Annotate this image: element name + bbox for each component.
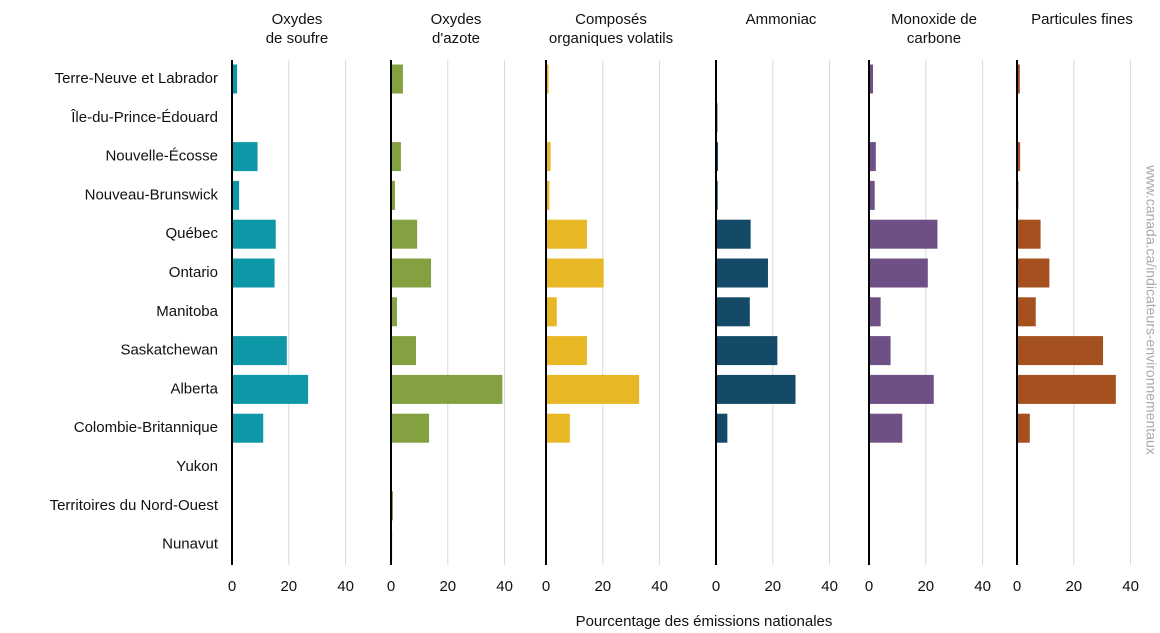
- source: www.canada.ca/indicateurs-environnementa…: [1143, 164, 1159, 455]
- x-tick-label: 40: [496, 578, 513, 595]
- x-tick-label: 0: [387, 578, 395, 595]
- bar: [232, 374, 309, 404]
- panel-title: Ammoniac: [745, 11, 817, 28]
- category-label: Territoires du Nord-Ouest: [50, 497, 219, 514]
- bar: [716, 413, 728, 443]
- bar: [1017, 297, 1036, 327]
- bar: [1017, 413, 1030, 443]
- bar: [716, 297, 750, 327]
- bar: [869, 413, 903, 443]
- category-label: Yukon: [176, 458, 218, 475]
- bar: [232, 180, 240, 210]
- x-tick-label: 0: [542, 578, 550, 595]
- category-label: Alberta: [170, 380, 218, 397]
- x-tick-label: 20: [594, 578, 611, 595]
- bar: [232, 142, 258, 172]
- bar: [546, 374, 640, 404]
- bar: [391, 219, 418, 249]
- bar: [391, 180, 395, 210]
- category-label: Colombie-Britannique: [74, 419, 218, 436]
- category-label: Terre-Neuve et Labrador: [55, 70, 218, 87]
- bar: [1017, 258, 1050, 288]
- bar: [232, 336, 287, 366]
- bar: [391, 64, 403, 94]
- bar: [391, 336, 416, 366]
- bar: [1017, 142, 1021, 172]
- bar: [546, 64, 549, 94]
- bar: [232, 64, 238, 94]
- bar: [1017, 219, 1041, 249]
- bar: [869, 374, 934, 404]
- x-tick-label: 0: [712, 578, 720, 595]
- bar: [232, 258, 275, 288]
- panel-title: Composés organiques volatils: [548, 11, 674, 47]
- x-tick-label: 0: [865, 578, 873, 595]
- x-tick-label: 0: [1013, 578, 1021, 595]
- panel-title: Oxydes de soufre: [265, 11, 329, 47]
- x-tick-label: 40: [651, 578, 668, 595]
- x-tick-label: 0: [228, 578, 236, 595]
- bar: [1017, 374, 1116, 404]
- bar: [232, 219, 276, 249]
- bar: [391, 142, 401, 172]
- bar: [546, 180, 550, 210]
- x-tick-label: 20: [917, 578, 934, 595]
- bar: [1017, 64, 1020, 94]
- x-tick-label: 20: [1065, 578, 1082, 595]
- x-tick-label: 40: [974, 578, 991, 595]
- panel-title: Oxydes d'azote: [430, 11, 482, 47]
- bar: [546, 219, 587, 249]
- bar: [869, 64, 873, 94]
- bar: [391, 297, 397, 327]
- bar: [1017, 336, 1104, 366]
- bar: [869, 219, 938, 249]
- bar: [391, 374, 503, 404]
- panel-title: Monoxide de carbone: [891, 11, 977, 47]
- x-tick-label: 40: [821, 578, 838, 595]
- category-label: Nunavut: [162, 536, 219, 553]
- bar: [716, 219, 751, 249]
- category-label: Ontario: [169, 264, 218, 281]
- x-tick-label: 20: [439, 578, 456, 595]
- category-label: Saskatchewan: [120, 342, 218, 359]
- bar: [391, 258, 432, 288]
- bar: [869, 336, 891, 366]
- x-axis-label: Pourcentage des émissions nationales: [576, 613, 833, 630]
- bar: [546, 258, 604, 288]
- category-label: Île-du-Prince-Édouard: [70, 109, 218, 126]
- x-tick-label: 40: [337, 578, 354, 595]
- bar: [391, 413, 430, 443]
- bar: [716, 374, 796, 404]
- category-label: Québec: [165, 225, 218, 242]
- category-label: Nouveau-Brunswick: [85, 186, 219, 203]
- bar: [716, 336, 778, 366]
- bar: [869, 180, 875, 210]
- bar: [716, 258, 768, 288]
- bar: [546, 336, 587, 366]
- bar: [546, 297, 557, 327]
- x-tick-label: 20: [280, 578, 297, 595]
- x-tick-label: 20: [764, 578, 781, 595]
- category-label: Nouvelle-Écosse: [105, 148, 218, 165]
- x-tick-label: 40: [1122, 578, 1139, 595]
- bar: [869, 142, 876, 172]
- bar: [546, 413, 570, 443]
- bar: [869, 297, 881, 327]
- category-label: Manitoba: [156, 303, 218, 320]
- bar: [869, 258, 928, 288]
- panel-title: Particules fines: [1031, 11, 1133, 28]
- bar: [232, 413, 264, 443]
- bar: [546, 142, 551, 172]
